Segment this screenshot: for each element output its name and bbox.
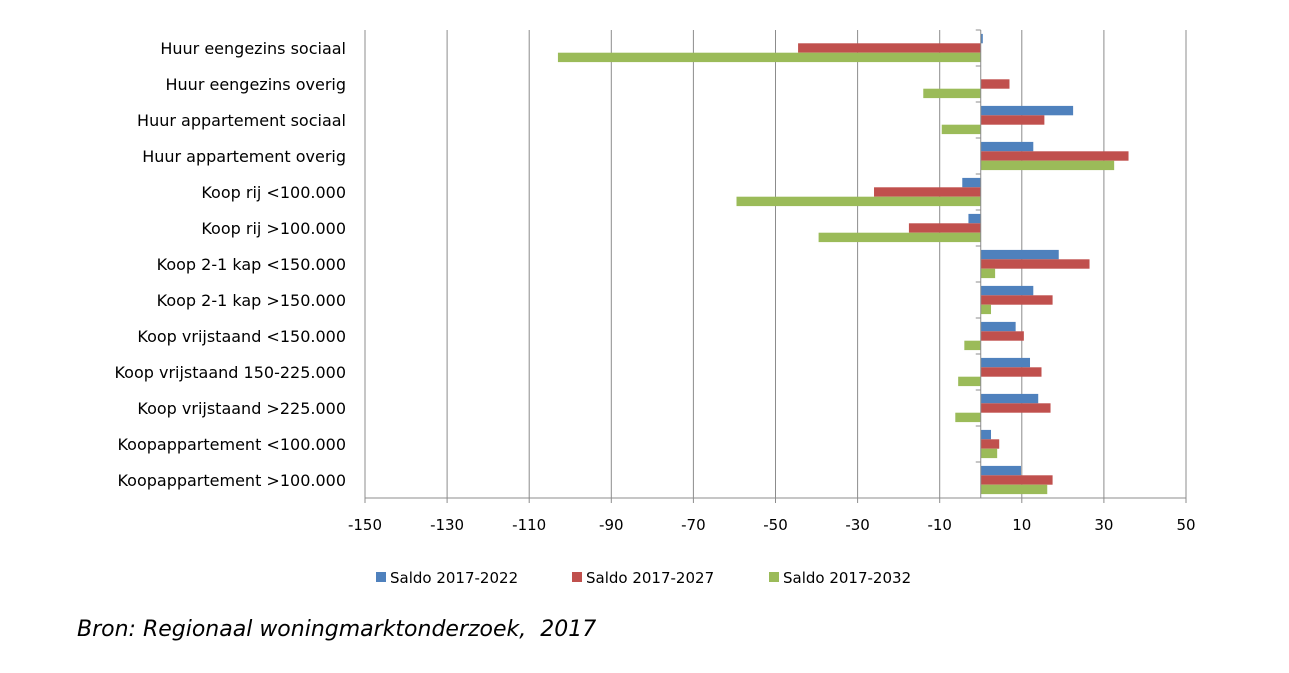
x-tick-label: -130: [430, 516, 464, 534]
bar: [980, 115, 1045, 125]
legend: Saldo 2017-2022 Saldo 2017-2027 Saldo 2017…: [376, 569, 911, 587]
category-label: Huur appartement overig: [142, 147, 346, 166]
bar: [980, 259, 1090, 269]
bar: [557, 52, 981, 63]
bar: [980, 448, 998, 459]
bar: [980, 105, 1074, 116]
bar: [798, 43, 981, 53]
bar: [736, 196, 981, 207]
bar: [980, 321, 1016, 332]
x-tick-label: -10: [927, 516, 952, 534]
category-label: Koop 2-1 kap >150.000: [157, 291, 346, 310]
bar: [980, 429, 992, 440]
x-tick-label: -90: [599, 516, 624, 534]
bar: [980, 357, 1031, 368]
x-tick-label: -110: [512, 516, 546, 534]
bar: [980, 268, 996, 279]
category-label: Koop rij <100.000: [201, 183, 346, 202]
bar: [980, 393, 1039, 404]
category-label: Huur appartement sociaal: [137, 111, 346, 130]
bar: [980, 33, 983, 44]
bar: [980, 160, 1115, 171]
bar: [980, 249, 1059, 260]
bar: [941, 124, 981, 135]
category-label: Koop vrijstaand 150-225.000: [114, 363, 346, 382]
legend-swatch: [769, 572, 779, 582]
bar: [955, 412, 981, 423]
bar: [958, 376, 981, 387]
bar: [980, 304, 992, 315]
bar: [980, 151, 1129, 161]
category-labels: Huur eengezins sociaal Huur eengezins ove…: [114, 39, 346, 490]
bar: [908, 223, 981, 233]
x-tick-label: -150: [348, 516, 382, 534]
bar: [980, 439, 1000, 449]
bar: [980, 475, 1053, 485]
bar: [980, 484, 1048, 495]
x-tick-label: 30: [1094, 516, 1113, 534]
x-tick-label: 50: [1176, 516, 1195, 534]
tick-labels: -150 -130 -110 -90 -70 -50 -30 -10 10 30 50: [348, 516, 1196, 534]
legend-label: Saldo 2017-2032: [783, 569, 911, 587]
x-tick-label: -30: [845, 516, 870, 534]
bar: [980, 465, 1021, 476]
category-label: Huur eengezins overig: [166, 75, 347, 94]
bar: [980, 295, 1053, 305]
bar: [874, 187, 981, 197]
category-label: Huur eengezins sociaal: [160, 39, 346, 58]
legend-swatch: [376, 572, 386, 582]
bar: [968, 213, 981, 224]
x-tick-label: -50: [763, 516, 788, 534]
category-label: Koopappartement >100.000: [117, 471, 346, 490]
category-label: Koop 2-1 kap <150.000: [157, 255, 346, 274]
category-label: Koop vrijstaand >225.000: [137, 399, 346, 418]
category-label: Koop rij >100.000: [201, 219, 346, 238]
bar: [980, 367, 1042, 377]
x-tick-label: -70: [681, 516, 706, 534]
category-label: Koopappartement <100.000: [117, 435, 346, 454]
legend-label: Saldo 2017-2022: [390, 569, 518, 587]
bars: [557, 33, 1129, 495]
bar: [980, 79, 1010, 89]
x-tick-label: 10: [1012, 516, 1031, 534]
bar: [818, 232, 981, 243]
bar: [980, 141, 1034, 152]
bar: [962, 177, 981, 188]
bar: [980, 285, 1034, 296]
bar: [980, 331, 1024, 341]
category-label: Koop vrijstaand <150.000: [137, 327, 346, 346]
legend-label: Saldo 2017-2027: [586, 569, 714, 587]
bar: [923, 88, 981, 99]
axes: [364, 29, 1187, 503]
bar: [980, 403, 1051, 413]
source-note: Bron: Regionaal woningmarktonderzoek, 20…: [77, 617, 597, 642]
legend-swatch: [572, 572, 582, 582]
bar: [964, 340, 981, 351]
